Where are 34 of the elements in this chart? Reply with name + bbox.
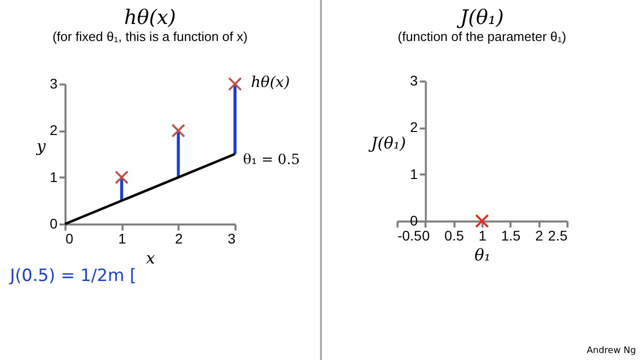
y-tick-label: 2 (50, 122, 58, 138)
point (171, 124, 186, 138)
x-axis-title: θ₁ (474, 246, 491, 264)
y-tick-label: 1 (50, 168, 58, 185)
x-axis-title: x (146, 248, 156, 268)
x-tick-label: 1 (478, 228, 487, 244)
x-tick-label: 3 (228, 230, 236, 246)
chart-subtitle: (function of the parameter θ₁) (398, 29, 566, 44)
x-tick-label: 0 (66, 230, 74, 246)
y-tick-label: 3 (410, 72, 418, 88)
y-tick-label: 1 (410, 166, 418, 182)
y-tick-label: 2 (410, 119, 418, 136)
x-tick-label: 2 (535, 228, 544, 244)
y-axis-title: J(θ₁) (368, 134, 406, 152)
chart-title: hθ(x) (124, 5, 176, 30)
text: hθ(x) (251, 73, 290, 91)
point (114, 170, 129, 184)
text: J(0.5) = 1/2m [ (10, 266, 136, 286)
x-tick-label: 0 (422, 228, 430, 244)
y-tick-label: 3 (50, 76, 58, 92)
y-axis-title: y (36, 136, 47, 156)
x-tick-label: 1.5 (501, 228, 521, 244)
x-tick-label: 2.5 (548, 228, 568, 244)
x-tick-label: 1 (118, 230, 126, 246)
chart-title: J(θ₁) (456, 5, 504, 29)
chart-subtitle: (for fixed θ₁, this is a function of x) (52, 29, 248, 44)
text: Andrew Ng (586, 346, 636, 356)
x-tick-label: 2 (174, 230, 183, 246)
point (228, 77, 242, 91)
x-tick-label: -0.5 (398, 228, 422, 244)
y-tick-label: 0 (410, 212, 418, 228)
annotation: θ₁ = 0.5 (243, 152, 300, 168)
y-tick-label: 0 (50, 216, 58, 232)
x-tick-label: 0.5 (444, 228, 464, 244)
